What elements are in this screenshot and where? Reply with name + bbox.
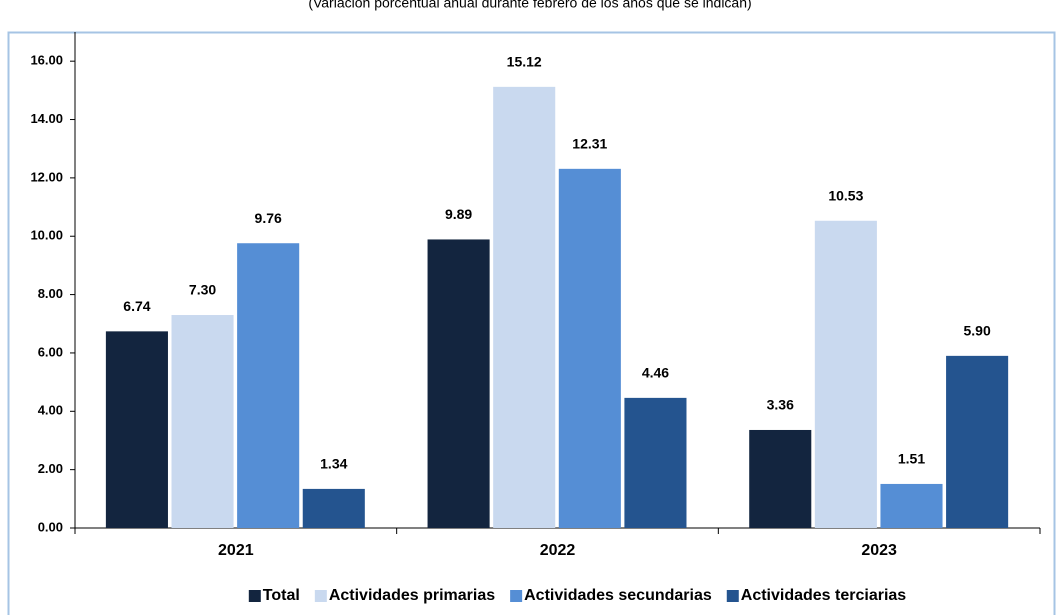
bar <box>814 220 877 528</box>
bar <box>749 429 812 528</box>
value-label: 4.46 <box>642 365 669 381</box>
y-tick-label: 8.00 <box>38 286 63 301</box>
y-tick-label: 0.00 <box>38 519 63 534</box>
bar <box>946 355 1009 528</box>
bar <box>302 488 365 528</box>
value-label: 9.76 <box>255 210 282 226</box>
y-tick-label: 12.00 <box>30 169 63 184</box>
y-tick-label: 10.00 <box>30 228 63 243</box>
value-label: 3.36 <box>767 397 794 413</box>
value-label: 15.12 <box>507 54 542 70</box>
legend-swatch <box>248 590 261 602</box>
value-label: 1.51 <box>898 451 925 467</box>
chart-subtitle: (Variación porcentual anual durante febr… <box>308 0 751 11</box>
value-label: 1.34 <box>320 456 347 472</box>
x-tick-label: 2022 <box>540 542 576 559</box>
y-tick-label: 6.00 <box>38 344 63 359</box>
legend-swatch <box>510 590 523 602</box>
value-label: 10.53 <box>828 187 863 203</box>
value-label: 7.30 <box>189 282 216 298</box>
legend-label: Total <box>263 587 300 604</box>
bar <box>427 239 490 528</box>
legend-label: Actividades secundarias <box>524 587 712 604</box>
y-tick-label: 2.00 <box>38 461 63 476</box>
bar <box>105 331 168 528</box>
legend-label: Actividades primarias <box>329 587 495 604</box>
legend-label: Actividades terciarias <box>741 587 907 604</box>
legend-swatch <box>726 590 739 602</box>
value-label: 6.74 <box>123 298 150 314</box>
x-tick-label: 2023 <box>861 542 897 559</box>
legend-swatch <box>314 590 327 602</box>
bar <box>880 483 943 528</box>
value-label: 12.31 <box>572 136 607 152</box>
value-label: 9.89 <box>445 206 472 222</box>
x-tick-label: 2021 <box>218 542 254 559</box>
y-tick-label: 16.00 <box>30 53 63 68</box>
y-tick-label: 4.00 <box>38 403 63 418</box>
value-label: 5.90 <box>963 323 990 339</box>
chart-frame <box>7 31 1056 615</box>
bar <box>558 168 621 528</box>
bar <box>171 315 234 528</box>
bar <box>237 243 300 528</box>
bar <box>624 397 687 528</box>
y-tick-label: 14.00 <box>30 111 63 126</box>
bar <box>493 86 556 528</box>
